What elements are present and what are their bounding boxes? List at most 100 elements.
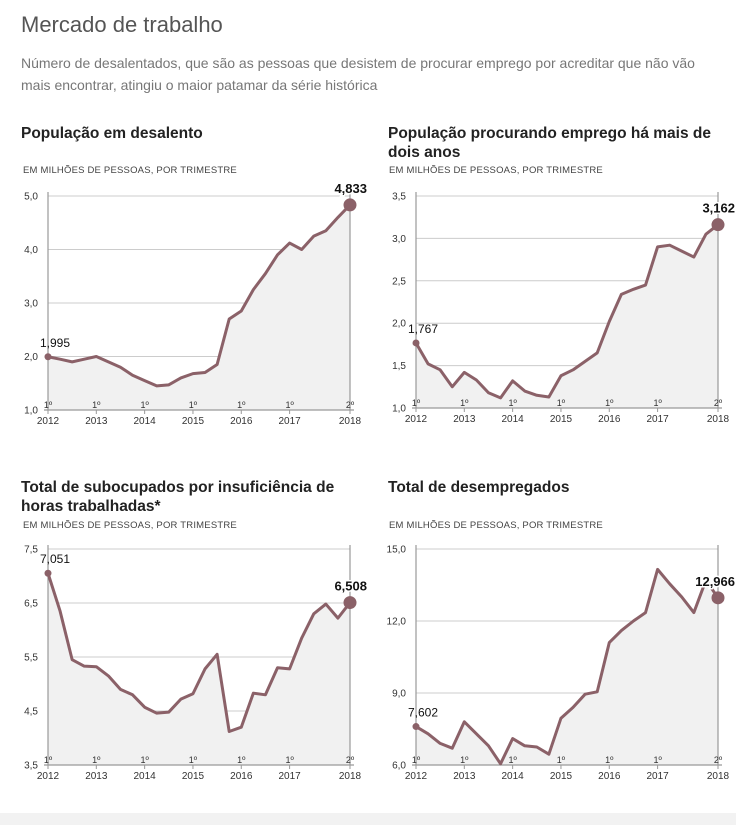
start-value-label: 7,051 — [40, 552, 70, 566]
x-tick-year: 2013 — [85, 416, 108, 427]
y-tick-label: 6,0 — [392, 761, 406, 772]
chart-title-subocupados: Total de subocupados por insuficiência d… — [21, 479, 335, 515]
x-tick-quarter: 1º — [189, 400, 198, 410]
y-tick-label: 5,5 — [24, 653, 38, 664]
x-tick-year: 2018 — [707, 414, 730, 425]
y-tick-label: 9,0 — [392, 689, 406, 700]
x-tick-year: 2016 — [230, 771, 253, 782]
x-tick-quarter: 1º — [605, 398, 614, 408]
series-area — [416, 224, 718, 408]
end-point-marker — [711, 591, 725, 605]
y-tick-label: 15,0 — [387, 545, 407, 556]
x-tick-quarter: 1º — [605, 755, 614, 765]
chart-subocupados: 3,5 4,5 5,5 6,5 7,5 1º 2012 1º 2013 1º 2014 1º 2015 1… — [24, 545, 368, 783]
chart-title-procurando: População procurando emprego há mais de … — [388, 125, 711, 161]
x-tick-year: 2017 — [278, 771, 301, 782]
x-tick-year: 2015 — [550, 414, 573, 425]
x-tick-quarter: 2º — [714, 398, 723, 408]
end-point-marker — [343, 198, 357, 212]
x-tick-year: 2014 — [502, 414, 525, 425]
series-line — [46, 203, 352, 388]
end-value-label: 4,833 — [334, 181, 367, 196]
x-tick-quarter: 2º — [714, 755, 723, 765]
y-tick-label: 3,0 — [24, 299, 38, 310]
x-tick-quarter: 1º — [140, 400, 149, 410]
chart-title-desempregados: Total de desempregados — [388, 479, 570, 496]
x-tick-quarter: 1º — [140, 755, 149, 765]
x-tick-quarter: 1º — [44, 400, 53, 410]
end-point-marker — [711, 218, 725, 232]
x-tick-year: 2018 — [339, 771, 362, 782]
x-tick-year: 2016 — [598, 414, 621, 425]
y-tick-label: 2,0 — [24, 352, 38, 363]
x-tick-year: 2015 — [182, 416, 205, 427]
x-tick-quarter: 2º — [346, 755, 355, 765]
x-tick-quarter: 1º — [460, 398, 469, 408]
page-subtitle: Número de desalentados, que são as pesso… — [21, 55, 695, 93]
x-tick-year: 2012 — [37, 771, 60, 782]
start-point-marker — [44, 353, 52, 361]
y-tick-label: 1,0 — [24, 406, 38, 417]
x-tick-quarter: 1º — [508, 755, 517, 765]
x-tick-quarter: 1º — [92, 755, 101, 765]
x-tick-year: 2013 — [85, 771, 108, 782]
y-tick-label: 4,0 — [24, 245, 38, 256]
start-point-marker — [412, 723, 420, 731]
unit-label-desempregados: EM MILHÕES DE PESSOAS, POR TRIMESTRE — [389, 520, 603, 531]
y-tick-label: 12,0 — [387, 617, 407, 628]
x-tick-quarter: 1º — [285, 400, 294, 410]
footer-band — [0, 813, 736, 825]
start-value-label: 1,995 — [40, 336, 70, 350]
x-tick-quarter: 1º — [92, 400, 101, 410]
x-tick-year: 2017 — [278, 416, 301, 427]
end-value-label: 12,966 — [695, 574, 735, 589]
end-value-label: 3,162 — [702, 201, 735, 216]
x-tick-year: 2012 — [405, 414, 428, 425]
x-tick-year: 2013 — [453, 414, 476, 425]
x-tick-year: 2012 — [37, 416, 60, 427]
y-tick-label: 4,5 — [24, 707, 38, 718]
x-tick-quarter: 1º — [557, 398, 566, 408]
x-tick-year: 2014 — [134, 416, 157, 427]
y-tick-label: 2,5 — [392, 276, 406, 287]
x-tick-year: 2015 — [182, 771, 205, 782]
unit-label-subocupados: EM MILHÕES DE PESSOAS, POR TRIMESTRE — [23, 520, 237, 531]
x-tick-year: 2017 — [646, 414, 669, 425]
x-tick-year: 2012 — [405, 771, 428, 782]
series-area — [48, 573, 350, 765]
x-tick-quarter: 1º — [557, 755, 566, 765]
start-point-marker — [412, 339, 420, 347]
y-tick-label: 1,5 — [392, 361, 406, 372]
x-tick-quarter: 1º — [412, 755, 421, 765]
x-tick-year: 2016 — [598, 771, 621, 782]
x-tick-quarter: 1º — [460, 755, 469, 765]
x-tick-year: 2017 — [646, 771, 669, 782]
y-tick-label: 7,5 — [24, 545, 38, 556]
series-line — [46, 571, 352, 734]
x-tick-year: 2014 — [502, 771, 525, 782]
x-tick-quarter: 1º — [189, 755, 198, 765]
x-tick-quarter: 1º — [237, 755, 246, 765]
y-tick-label: 3,5 — [24, 761, 38, 772]
x-tick-quarter: 1º — [412, 398, 421, 408]
unit-label-procurando: EM MILHÕES DE PESSOAS, POR TRIMESTRE — [389, 165, 603, 176]
end-value-label: 6,508 — [334, 579, 367, 594]
start-value-label: 1,767 — [408, 322, 438, 336]
x-tick-year: 2018 — [339, 416, 362, 427]
y-tick-label: 3,0 — [392, 234, 406, 245]
end-point-marker — [343, 596, 357, 610]
x-tick-quarter: 1º — [653, 755, 662, 765]
series-line — [414, 223, 720, 400]
start-point-marker — [44, 569, 52, 577]
chart-desempregados: 6,0 9,0 12,0 15,0 1º 2012 1º 2013 1º 2014 1º 2015 1º… — [387, 545, 736, 783]
x-tick-quarter: 1º — [44, 755, 53, 765]
x-tick-year: 2018 — [707, 771, 730, 782]
start-value-label: 7,602 — [408, 706, 438, 720]
x-tick-year: 2013 — [453, 771, 476, 782]
y-tick-label: 6,5 — [24, 599, 38, 610]
y-tick-label: 2,0 — [392, 319, 406, 330]
y-tick-label: 1,0 — [392, 404, 406, 415]
x-tick-year: 2014 — [134, 771, 157, 782]
y-tick-label: 5,0 — [24, 192, 38, 203]
x-tick-quarter: 1º — [237, 400, 246, 410]
